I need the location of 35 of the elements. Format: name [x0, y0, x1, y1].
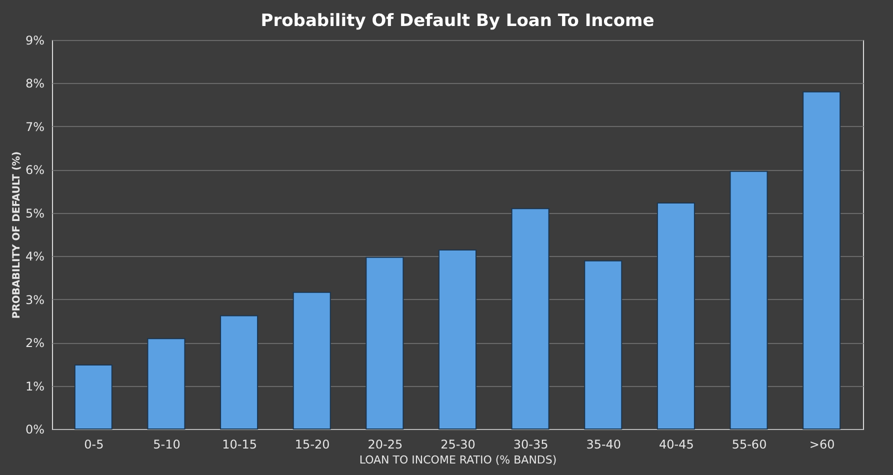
x-tick-label: 5-10 — [153, 438, 180, 452]
x-tick-label: 15-20 — [294, 438, 330, 452]
y-tick-label: 1% — [25, 379, 44, 394]
y-tick-label: 6% — [25, 163, 44, 178]
chart-title: Probability Of Default By Loan To Income — [260, 11, 654, 31]
bar — [656, 202, 695, 430]
x-tick-label: 30-35 — [513, 438, 548, 452]
y-tick-label: 0% — [25, 422, 44, 436]
y-axis-title: PROBABILITY OF DEFAULT (%) — [11, 151, 22, 319]
y-tick-label: 8% — [25, 76, 44, 91]
bar — [220, 315, 258, 430]
x-tick-label: >60 — [809, 438, 835, 452]
bar — [74, 364, 112, 430]
y-tick-label: 4% — [25, 250, 44, 264]
x-tick-label: 25-30 — [440, 438, 476, 452]
y-tick-label: 7% — [25, 120, 44, 134]
bar — [292, 292, 331, 430]
x-tick-label: 55-60 — [732, 438, 767, 452]
x-tick-label: 10-15 — [222, 438, 257, 452]
x-tick-label: 20-25 — [368, 438, 403, 452]
y-tick-label: 5% — [25, 206, 44, 220]
x-tick-label: 0-5 — [84, 438, 104, 452]
bar — [438, 250, 476, 430]
bar — [366, 256, 404, 430]
x-tick-label: 35-40 — [586, 438, 622, 452]
y-tick-label: 3% — [25, 292, 44, 307]
x-tick-label: 40-45 — [659, 438, 694, 452]
bar — [730, 170, 768, 430]
bar — [147, 338, 186, 430]
y-tick-label: 9% — [25, 34, 44, 48]
bar — [802, 91, 841, 430]
x-axis-title: LOAN TO INCOME RATIO (% BANDS) — [359, 454, 557, 466]
bar — [584, 260, 622, 430]
y-tick-label: 2% — [25, 336, 44, 350]
bar — [511, 208, 550, 430]
